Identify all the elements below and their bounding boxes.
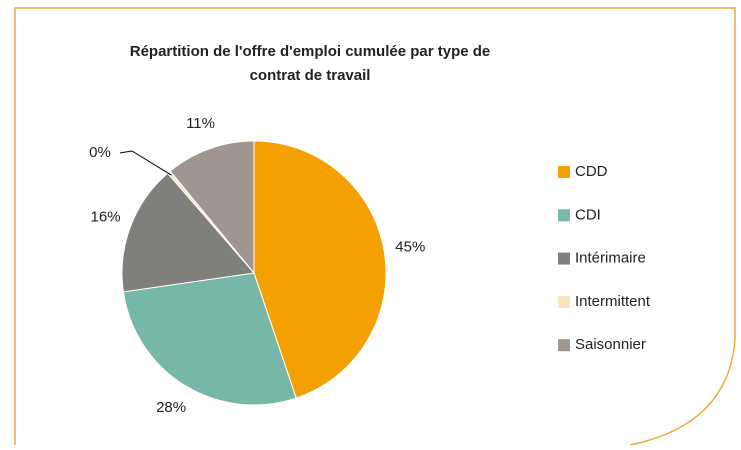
legend-label: Intérimaire — [575, 250, 646, 267]
legend-swatch — [558, 295, 570, 308]
legend-label: CDI — [575, 206, 601, 223]
legend-swatch — [558, 209, 570, 222]
legend-swatch — [558, 339, 570, 352]
pie-slice — [121, 172, 255, 293]
legend-swatch — [558, 252, 570, 265]
chart-title: Répartition de l'offre d'emploi cumulée … — [130, 43, 491, 84]
data-label: 28% — [156, 399, 186, 416]
legend-label: Saisonnier — [575, 336, 646, 353]
pie-slice — [253, 140, 387, 399]
data-label: 16% — [91, 209, 121, 226]
data-label: 11% — [186, 115, 215, 132]
legend-label: Intermittent — [575, 293, 651, 310]
pie-slice — [122, 272, 297, 406]
leader-line — [119, 150, 172, 176]
legend-swatch — [558, 166, 570, 178]
pie-slice — [169, 140, 255, 275]
data-label: 0% — [89, 144, 111, 161]
frame — [14, 7, 736, 446]
data-label: 45% — [395, 238, 425, 255]
legend-label: CDD — [575, 163, 608, 180]
